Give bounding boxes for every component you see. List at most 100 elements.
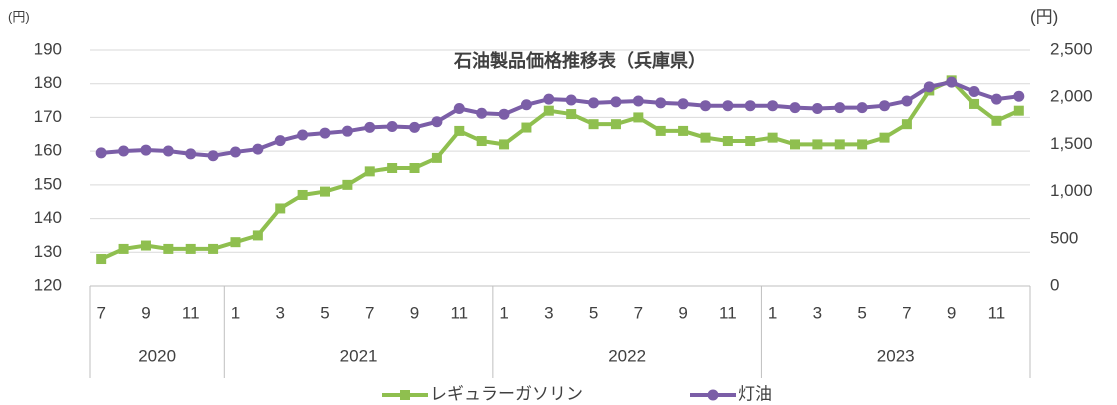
marker bbox=[230, 237, 241, 248]
marker bbox=[386, 120, 398, 132]
marker bbox=[923, 81, 935, 93]
x-tick-label: 7 bbox=[365, 303, 374, 322]
marker bbox=[274, 135, 286, 147]
marker bbox=[319, 127, 331, 139]
x-tick-label: 1 bbox=[499, 303, 508, 322]
marker bbox=[610, 119, 621, 130]
marker bbox=[431, 116, 443, 128]
marker bbox=[409, 121, 421, 133]
marker bbox=[1013, 105, 1024, 116]
marker bbox=[252, 230, 263, 241]
marker bbox=[520, 99, 532, 111]
marker bbox=[588, 119, 599, 130]
group-label: 2022 bbox=[608, 346, 646, 365]
marker bbox=[856, 102, 868, 114]
marker bbox=[95, 147, 107, 159]
marker bbox=[610, 96, 622, 108]
marker bbox=[96, 254, 107, 265]
marker bbox=[812, 139, 823, 150]
y2-unit: (円) bbox=[1030, 7, 1058, 26]
x-tick-label: 11 bbox=[182, 303, 200, 322]
marker bbox=[879, 100, 891, 112]
marker bbox=[707, 389, 719, 401]
marker bbox=[1013, 90, 1025, 102]
marker bbox=[678, 125, 689, 136]
marker bbox=[744, 100, 756, 112]
marker bbox=[118, 145, 130, 157]
x-tick-label: 1 bbox=[768, 303, 777, 322]
y2-tick-label: 0 bbox=[1050, 275, 1059, 294]
marker bbox=[521, 122, 532, 133]
marker bbox=[633, 112, 644, 123]
y-unit: (円) bbox=[8, 9, 30, 24]
marker bbox=[207, 150, 219, 162]
x-tick-label: 3 bbox=[544, 303, 553, 322]
legend-label: レギュラーガソリン bbox=[430, 384, 583, 403]
marker bbox=[990, 93, 1002, 105]
marker bbox=[163, 243, 174, 254]
marker bbox=[632, 95, 644, 107]
marker bbox=[565, 94, 577, 106]
marker bbox=[811, 103, 823, 115]
marker bbox=[454, 125, 465, 136]
marker bbox=[834, 102, 846, 114]
marker bbox=[453, 103, 465, 115]
marker bbox=[699, 100, 711, 112]
marker bbox=[655, 97, 667, 109]
marker bbox=[342, 179, 353, 190]
y2-tick-label: 1,000 bbox=[1050, 181, 1093, 200]
marker bbox=[566, 109, 577, 120]
marker bbox=[208, 243, 219, 254]
marker bbox=[700, 132, 711, 143]
y-tick-label: 160 bbox=[34, 141, 62, 160]
y2-tick-label: 1,500 bbox=[1050, 134, 1093, 153]
marker bbox=[400, 390, 410, 400]
marker bbox=[834, 139, 845, 150]
marker bbox=[387, 163, 398, 173]
marker bbox=[588, 97, 600, 109]
x-tick-label: 9 bbox=[678, 303, 687, 322]
x-tick-label: 11 bbox=[719, 303, 737, 322]
y-tick-label: 180 bbox=[34, 73, 62, 92]
marker bbox=[498, 108, 510, 120]
y-tick-label: 190 bbox=[34, 39, 62, 58]
y-tick-label: 170 bbox=[34, 107, 62, 126]
marker bbox=[341, 125, 353, 137]
marker bbox=[431, 152, 442, 163]
y-tick-label: 150 bbox=[34, 174, 62, 193]
marker bbox=[745, 136, 756, 147]
x-tick-label: 5 bbox=[320, 303, 329, 322]
y-tick-label: 140 bbox=[34, 208, 62, 227]
marker bbox=[118, 243, 129, 254]
marker bbox=[722, 136, 733, 147]
marker bbox=[968, 86, 980, 98]
marker bbox=[722, 100, 734, 112]
x-tick-label: 5 bbox=[589, 303, 598, 322]
x-tick-label: 1 bbox=[231, 303, 240, 322]
x-tick-label: 11 bbox=[988, 303, 1006, 322]
marker bbox=[297, 189, 308, 200]
x-tick-label: 3 bbox=[276, 303, 285, 322]
x-tick-label: 9 bbox=[141, 303, 150, 322]
marker bbox=[320, 186, 330, 197]
marker bbox=[789, 102, 801, 114]
group-label: 2020 bbox=[138, 346, 176, 365]
x-tick-label: 9 bbox=[410, 303, 419, 322]
marker bbox=[476, 136, 487, 147]
x-tick-label: 7 bbox=[902, 303, 911, 322]
marker bbox=[229, 146, 241, 158]
marker bbox=[655, 125, 666, 136]
group-label: 2023 bbox=[877, 346, 915, 365]
marker bbox=[790, 139, 800, 150]
marker bbox=[140, 144, 152, 156]
y-tick-label: 120 bbox=[34, 275, 62, 294]
marker bbox=[946, 76, 958, 88]
y2-tick-label: 500 bbox=[1050, 228, 1078, 247]
marker bbox=[364, 121, 376, 133]
x-tick-label: 9 bbox=[947, 303, 956, 322]
group-label: 2021 bbox=[340, 346, 378, 365]
chart-title: 石油製品価格推移表（兵庫県） bbox=[453, 50, 706, 71]
marker bbox=[499, 139, 510, 150]
x-tick-label: 5 bbox=[857, 303, 866, 322]
